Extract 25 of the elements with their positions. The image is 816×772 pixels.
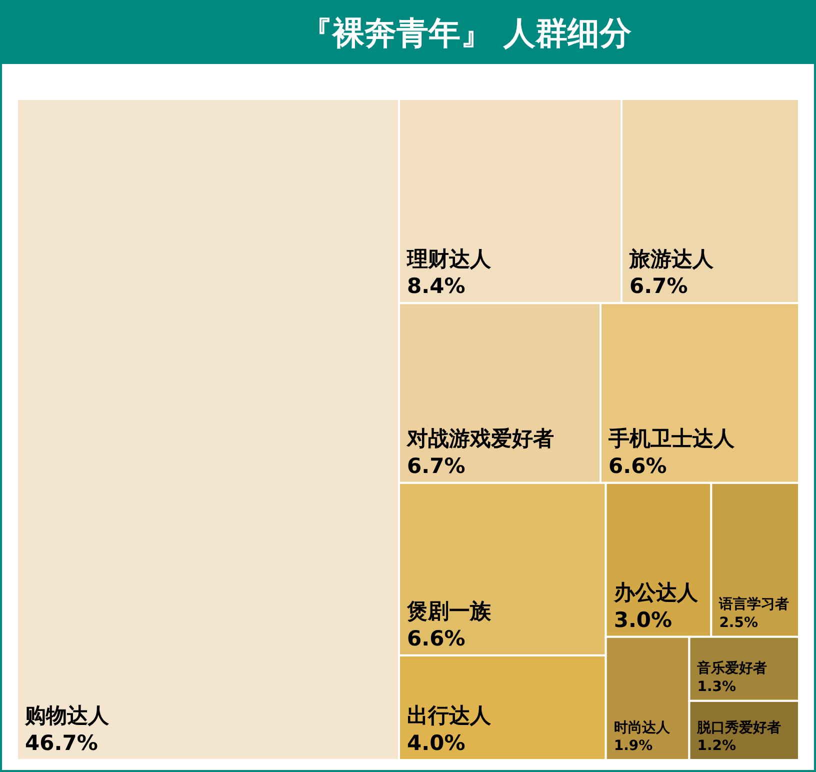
data-label: 6.6% (407, 626, 466, 650)
data-label: 6.6% (608, 454, 667, 478)
category-label: 语言学习者 (718, 596, 790, 613)
category-label: 购物达人 (24, 704, 110, 728)
category-label: 旅游达人 (628, 246, 715, 271)
category-label: 音乐爱好者 (696, 660, 768, 677)
category-label: 时尚达人 (614, 720, 671, 736)
data-label: 1.2% (697, 738, 736, 754)
data-label: 6.7% (407, 454, 466, 478)
category-label: 对战游戏爱好者 (406, 426, 554, 451)
category-label: 理财达人 (406, 246, 492, 271)
data-label: 1.9% (614, 738, 653, 754)
data-label: 3.0% (614, 608, 672, 632)
category-label: 煲剧一族 (406, 599, 492, 624)
text: 『裸奔青年』 人群细分 (300, 14, 632, 52)
data-label: 6.7% (630, 274, 688, 298)
category-label: 出行达人 (407, 704, 492, 728)
data-label: 2.5% (719, 614, 758, 631)
data-label: 1.3% (697, 678, 736, 695)
data-label: 8.4% (407, 274, 466, 298)
category-label: 脱口秀爱好者 (696, 718, 782, 736)
data-label: 46.7% (25, 731, 98, 755)
category-label: 办公达人 (612, 580, 699, 605)
category-label: 手机卫士达人 (608, 426, 736, 451)
data-label: 4.0% (407, 731, 466, 755)
